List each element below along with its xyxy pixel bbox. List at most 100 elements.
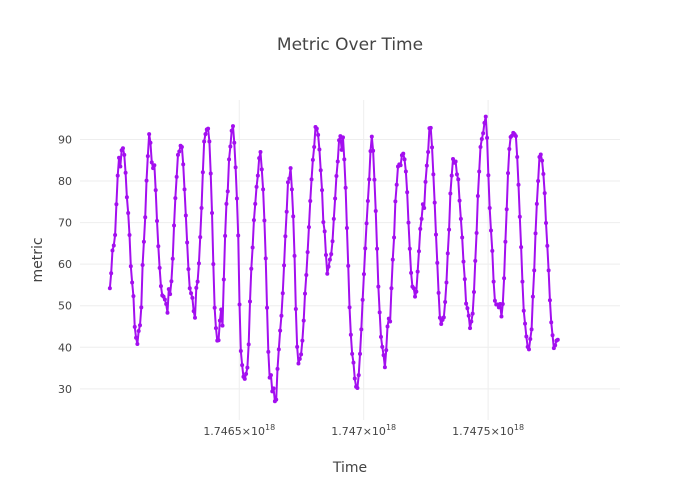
data-point[interactable] <box>424 163 429 168</box>
data-point[interactable] <box>468 326 473 331</box>
data-point[interactable] <box>295 344 300 349</box>
data-point[interactable] <box>369 134 374 139</box>
data-point[interactable] <box>456 177 461 182</box>
data-point[interactable] <box>479 137 484 142</box>
data-point[interactable] <box>240 363 245 368</box>
data-point[interactable] <box>179 144 184 149</box>
data-point[interactable] <box>466 313 471 318</box>
data-point[interactable] <box>187 286 192 291</box>
data-point[interactable] <box>318 168 323 173</box>
data-point[interactable] <box>542 191 547 196</box>
data-point[interactable] <box>312 144 317 149</box>
data-point[interactable] <box>420 202 425 207</box>
data-point[interactable] <box>225 189 230 194</box>
data-point[interactable] <box>266 349 271 354</box>
data-point[interactable] <box>111 243 116 248</box>
data-point[interactable] <box>346 263 351 268</box>
data-point[interactable] <box>461 259 466 264</box>
data-point[interactable] <box>177 149 182 154</box>
data-point[interactable] <box>454 172 459 177</box>
data-point[interactable] <box>326 264 331 269</box>
data-point[interactable] <box>506 171 511 176</box>
data-point[interactable] <box>238 349 243 354</box>
data-point[interactable] <box>304 272 309 277</box>
data-point[interactable] <box>183 213 188 218</box>
data-point[interactable] <box>432 200 437 205</box>
data-point[interactable] <box>401 151 406 156</box>
data-point[interactable] <box>390 257 395 262</box>
data-point[interactable] <box>230 124 235 129</box>
data-point[interactable] <box>334 174 339 179</box>
data-point[interactable] <box>529 327 534 332</box>
data-point[interactable] <box>471 290 476 294</box>
data-point[interactable] <box>428 125 433 130</box>
data-point[interactable] <box>458 216 463 221</box>
data-point[interactable] <box>217 318 222 323</box>
data-point[interactable] <box>147 132 152 137</box>
data-point[interactable] <box>219 307 224 312</box>
data-point[interactable] <box>283 234 288 239</box>
data-point[interactable] <box>296 361 301 366</box>
data-point[interactable] <box>352 376 357 381</box>
data-point[interactable] <box>221 277 226 282</box>
data-point[interactable] <box>433 232 438 237</box>
data-point[interactable] <box>120 146 125 151</box>
data-point[interactable] <box>110 248 115 253</box>
data-point[interactable] <box>376 284 381 289</box>
data-point[interactable] <box>350 351 355 356</box>
data-point[interactable] <box>228 144 233 149</box>
data-point[interactable] <box>355 386 360 390</box>
data-point[interactable] <box>405 190 410 195</box>
data-point[interactable] <box>364 221 369 226</box>
data-point[interactable] <box>284 209 289 214</box>
data-point[interactable] <box>500 302 505 307</box>
data-point[interactable] <box>128 264 133 269</box>
data-point[interactable] <box>378 334 383 339</box>
data-point[interactable] <box>250 245 255 250</box>
data-point[interactable] <box>131 294 136 299</box>
data-point[interactable] <box>544 221 548 226</box>
data-point[interactable] <box>196 261 201 266</box>
data-point[interactable] <box>114 202 119 207</box>
data-point[interactable] <box>419 216 424 221</box>
data-point[interactable] <box>279 313 284 318</box>
data-point[interactable] <box>499 314 504 319</box>
data-point[interactable] <box>356 373 361 378</box>
data-point[interactable] <box>310 157 315 162</box>
data-point[interactable] <box>524 334 529 339</box>
data-point[interactable] <box>173 196 178 201</box>
data-point[interactable] <box>523 321 528 326</box>
data-point[interactable] <box>473 258 478 263</box>
data-point[interactable] <box>207 139 212 144</box>
data-point[interactable] <box>263 256 268 261</box>
data-point[interactable] <box>367 177 372 182</box>
data-point[interactable] <box>211 262 216 267</box>
data-point[interactable] <box>261 187 266 192</box>
data-point[interactable] <box>301 318 306 323</box>
data-point[interactable] <box>448 191 453 196</box>
data-point[interactable] <box>532 268 537 273</box>
data-point[interactable] <box>122 152 127 157</box>
data-point[interactable] <box>172 223 177 228</box>
data-point[interactable] <box>373 208 378 213</box>
data-point[interactable] <box>113 233 118 238</box>
data-point[interactable] <box>149 160 154 165</box>
data-point[interactable] <box>549 320 554 325</box>
data-point[interactable] <box>212 305 217 310</box>
data-point[interactable] <box>351 360 356 365</box>
data-point[interactable] <box>507 147 512 152</box>
data-point[interactable] <box>115 173 120 178</box>
data-point[interactable] <box>297 356 302 361</box>
data-point[interactable] <box>342 157 347 162</box>
data-point[interactable] <box>198 235 203 240</box>
data-point[interactable] <box>470 311 475 316</box>
data-point[interactable] <box>423 179 428 184</box>
data-point[interactable] <box>358 351 363 356</box>
data-point[interactable] <box>403 169 408 174</box>
data-point[interactable] <box>416 249 421 254</box>
data-point[interactable] <box>280 291 285 296</box>
data-point[interactable] <box>402 157 407 162</box>
data-point[interactable] <box>447 227 452 232</box>
data-point[interactable] <box>118 164 123 169</box>
data-point[interactable] <box>268 373 273 378</box>
